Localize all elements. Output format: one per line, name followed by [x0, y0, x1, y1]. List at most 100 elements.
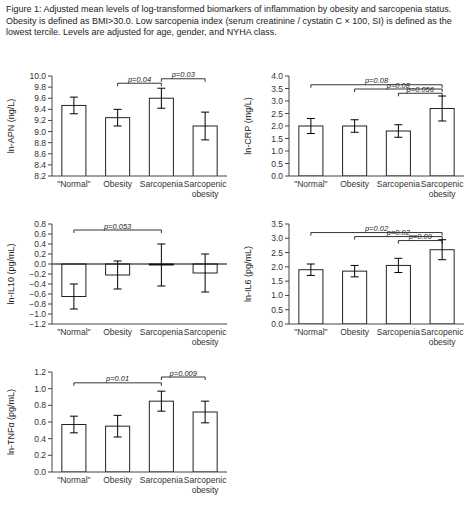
y-tick: [285, 151, 289, 152]
y-tick-label: 0.0: [271, 171, 283, 181]
y-tick: [48, 244, 52, 245]
marks: [299, 96, 454, 176]
y-tick: [285, 88, 289, 89]
y-tick: [285, 252, 289, 253]
y-tick: [48, 87, 52, 88]
marks: [62, 88, 217, 176]
y-tick: [48, 254, 52, 255]
x-tick-label-line: Sarcopenic: [184, 179, 227, 189]
y-tick: [48, 176, 52, 177]
y-tick: [285, 176, 289, 177]
panel: 8.28.48.68.89.09.29.49.69.810.0ln-APN (n…: [6, 70, 227, 505]
y-tick: [48, 98, 52, 99]
y-tick-label: 2.0: [271, 121, 283, 131]
error-bar: [307, 264, 315, 275]
annotation: p=0.09: [408, 232, 433, 241]
y-axis-label: ln-TNFα (pg/mL): [6, 389, 16, 455]
error-bar: [70, 416, 78, 433]
x-tick-label-line: Obesity: [340, 327, 370, 337]
panel: −1.2−1.0−0.8−0.6−0.4−0.20.00.20.40.60.8l…: [6, 219, 227, 347]
error-bar: [201, 401, 209, 423]
x-tick-label-line: obesity: [429, 189, 457, 199]
y-tick-label: 0.2: [34, 450, 46, 460]
x-tick-label: "Normal": [294, 327, 327, 337]
annotation: p=0.08: [364, 76, 389, 85]
y-axis-line: [52, 372, 53, 472]
x-tick-label-line: Sarcopenic: [421, 179, 464, 189]
annotation: p=0.01: [105, 374, 129, 383]
error-bar: [438, 96, 446, 121]
y-tick-label: 2.5: [271, 109, 283, 119]
x-axis-line: [52, 324, 227, 325]
y-tick-label: 8.8: [34, 138, 46, 148]
y-tick-label: 9.6: [34, 93, 46, 103]
x-tick-label-line: Sarcopenia: [140, 475, 183, 485]
x-tick-label-line: Sarcopenic: [421, 327, 464, 337]
y-tick-label: 8.6: [34, 149, 46, 159]
error-bar: [201, 112, 209, 140]
error-bar: [114, 415, 122, 437]
error-bar: [70, 97, 78, 114]
y-tick: [285, 101, 289, 102]
bar: [386, 265, 410, 324]
y-tick: [48, 142, 52, 143]
x-tick-label: Sarcopenia: [140, 475, 183, 485]
x-tick-label: Sarcopenicobesity: [421, 179, 464, 199]
y-tick-label: 0.0: [271, 319, 283, 329]
x-tick-label: Sarcopenicobesity: [184, 179, 227, 199]
x-tick-label-line: Sarcopenic: [184, 475, 227, 485]
error-bar: [157, 391, 165, 411]
error-bar: [201, 254, 209, 292]
y-tick-label: 2.5: [271, 248, 283, 258]
y-tick-label: 0.4: [34, 239, 46, 249]
bar: [62, 105, 86, 176]
y-tick: [48, 234, 52, 235]
x-tick-label: Obesity: [103, 475, 133, 485]
y-tick: [285, 295, 289, 296]
x-tick-label-line: "Normal": [294, 179, 327, 189]
x-axis-line: [289, 324, 464, 325]
y-tick-label: 8.2: [34, 171, 46, 181]
y-tick: [48, 120, 52, 121]
x-tick-label-line: obesity: [192, 189, 220, 199]
y-tick: [285, 281, 289, 282]
y-tick: [285, 76, 289, 77]
y-tick: [285, 324, 289, 325]
y-tick-label: −0.4: [29, 279, 46, 289]
marks: [62, 244, 217, 309]
error-bar: [157, 88, 165, 108]
x-tick-label-line: obesity: [192, 485, 220, 495]
error-bar: [114, 261, 122, 289]
y-tick: [285, 113, 289, 114]
y-tick: [285, 138, 289, 139]
x-tick-label-line: Sarcopenia: [377, 327, 420, 337]
y-tick: [48, 388, 52, 389]
bar: [343, 126, 367, 176]
annotation: p=0.053: [103, 222, 132, 231]
annotation: p=0.056: [406, 85, 435, 94]
y-tick-label: −0.8: [29, 299, 46, 309]
y-tick-label: 0.2: [34, 249, 46, 259]
y-tick: [48, 372, 52, 373]
error-bar: [114, 109, 122, 126]
x-tick-label: Sarcopenia: [140, 327, 183, 337]
error-bar: [394, 125, 402, 138]
y-tick-label: 3.5: [271, 219, 283, 229]
y-tick: [48, 264, 52, 265]
y-tick-label: 3.0: [271, 96, 283, 106]
x-tick-label: "Normal": [294, 179, 327, 189]
x-axis-line: [52, 472, 227, 473]
x-tick-label-line: "Normal": [57, 327, 90, 337]
x-tick-label: Sarcopenia: [377, 327, 420, 337]
y-tick: [48, 405, 52, 406]
x-tick-label-line: "Normal": [57, 179, 90, 189]
bar: [149, 98, 173, 176]
y-tick-label: 1.0: [271, 146, 283, 156]
y-tick: [285, 163, 289, 164]
y-tick: [285, 238, 289, 239]
y-tick: [285, 224, 289, 225]
error-bar: [394, 258, 402, 272]
y-tick: [48, 109, 52, 110]
y-tick: [48, 131, 52, 132]
y-tick-label: 0.6: [34, 417, 46, 427]
